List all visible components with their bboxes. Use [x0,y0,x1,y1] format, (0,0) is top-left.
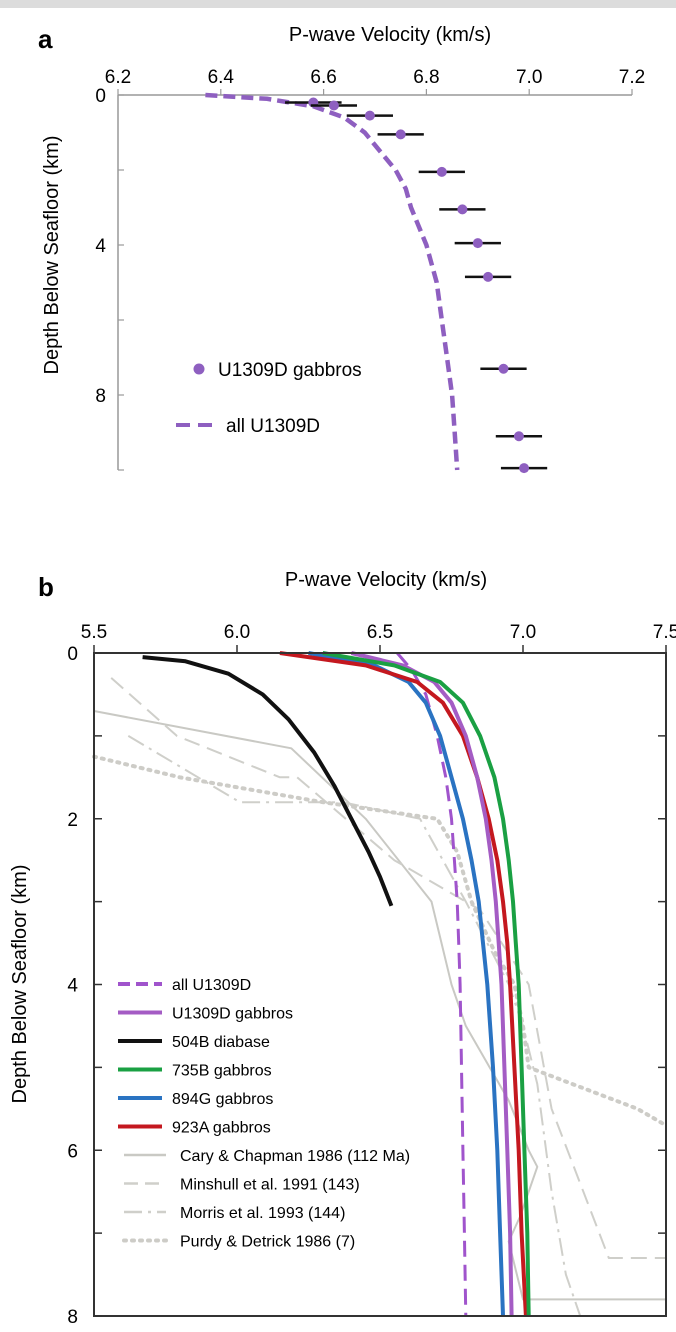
panel-a-y-tick-label: 0 [95,86,106,107]
panel-b-x-tick-label: 6.5 [367,622,393,643]
panel-a-legend: U1309D gabbros all U1309D [176,360,362,437]
panel-b: b P-wave Velocity (km/s) Depth Below Sea… [9,569,676,1328]
series-line-735b-gabbros [322,651,531,1317]
series-all-u1309d-line [205,92,460,471]
data-point-u1309d-gabbros [483,271,494,282]
series-line-894g-gabbros [308,651,505,1317]
series-line-504b-diabase [142,655,394,907]
panel-b-x-tick-label: 5.5 [81,622,107,643]
legend-label-923a-gabbros: 923A gabbros [172,1120,271,1137]
legend-label-504b-diabase: 504B diabase [172,1034,270,1051]
data-point-u1309d-gabbros [395,129,406,140]
panel-a-axes: 6.2 6.4 6.6 6.8 7.0 7.2 0 4 8 [95,67,645,471]
data-point-u1309d-gabbros [472,238,483,249]
panel-b-y-tick-label: 6 [67,1141,78,1162]
series-line-all-u1309d [396,652,468,1317]
data-point-u1309d-gabbros [513,431,524,442]
legend-label-735b-gabbros: 735B gabbros [172,1063,272,1080]
legend-label-all-u1309d: all U1309D [226,416,320,437]
panel-b-y-tick-label: 4 [67,976,78,997]
panel-b-label: b [38,572,54,602]
panel-a-y-tick-label: 4 [95,236,106,257]
panel-a-xlabel: P-wave Velocity (km/s) [289,24,491,46]
legend-marker-u1309d-gabbros [193,363,205,375]
panel-b-y-tick-label: 0 [67,644,78,665]
panel-a-x-tick-label: 6.4 [208,67,235,88]
panel-a-marks [205,92,548,474]
panel-a-x-tick-label: 7.0 [516,67,542,88]
legend-label-u1309d-gabbros: U1309D gabbros [218,360,362,381]
data-point-u1309d-gabbros [436,166,447,177]
panel-b-x-tick-label: 7.5 [653,622,676,643]
legend-label-morris-et-al-1993-144-: Morris et al. 1993 (144) [180,1205,345,1222]
data-point-u1309d-gabbros [519,463,530,474]
legend-label-all-u1309d: all U1309D [172,977,251,994]
panel-a-x-tick-label: 6.8 [413,67,439,88]
series-line-923a-gabbros [279,651,528,1317]
legend-label-purdy-detrick-1986-7-: Purdy & Detrick 1986 (7) [180,1234,355,1251]
data-point-u1309d-gabbros [498,363,509,374]
panel-b-xlabel: P-wave Velocity (km/s) [285,569,487,591]
panel-b-legend: all U1309D U1309D gabbros 504B diabase 735B… [118,977,410,1251]
panel-a-x-tick-label: 7.2 [619,67,645,88]
panel-a-ylabel: Depth Below Seafloor (km) [41,136,63,375]
series-line-u1309d-gabbros [350,651,514,1317]
series-line-minshull-et-al-1991-143- [110,677,666,1259]
top-border [0,0,676,8]
data-point-u1309d-gabbros [328,100,339,111]
data-point-u1309d-gabbros [364,110,375,121]
legend-label-894g-gabbros: 894G gabbros [172,1091,273,1108]
panel-a-x-tick-label: 6.6 [310,67,336,88]
panel-a-y-tick-label: 8 [95,386,106,407]
legend-label-cary-chapman-1986-112-ma-: Cary & Chapman 1986 (112 Ma) [180,1148,410,1165]
panel-b-x-tick-label: 7.0 [510,622,536,643]
panel-b-ylabel: Depth Below Seafloor (km) [9,865,31,1104]
panel-a-x-tick-label: 6.2 [105,67,131,88]
panel-b-y-tick-label: 2 [67,810,78,831]
panel-b-marks [92,651,668,1317]
panel-a: a P-wave Velocity (km/s) Depth Below Sea… [38,24,645,474]
panel-b-y-tick-label: 8 [67,1307,78,1328]
panel-a-label: a [38,24,53,54]
data-point-u1309d-gabbros [457,204,468,215]
legend-label-minshull-et-al-1991-143-: Minshull et al. 1991 (143) [180,1177,360,1194]
panel-b-x-tick-label: 6.0 [224,622,250,643]
legend-label-u1309d-gabbros: U1309D gabbros [172,1006,293,1023]
panel-b-axes: 5.5 6.0 6.5 7.0 7.5 0 2 4 6 8 [67,622,676,1328]
